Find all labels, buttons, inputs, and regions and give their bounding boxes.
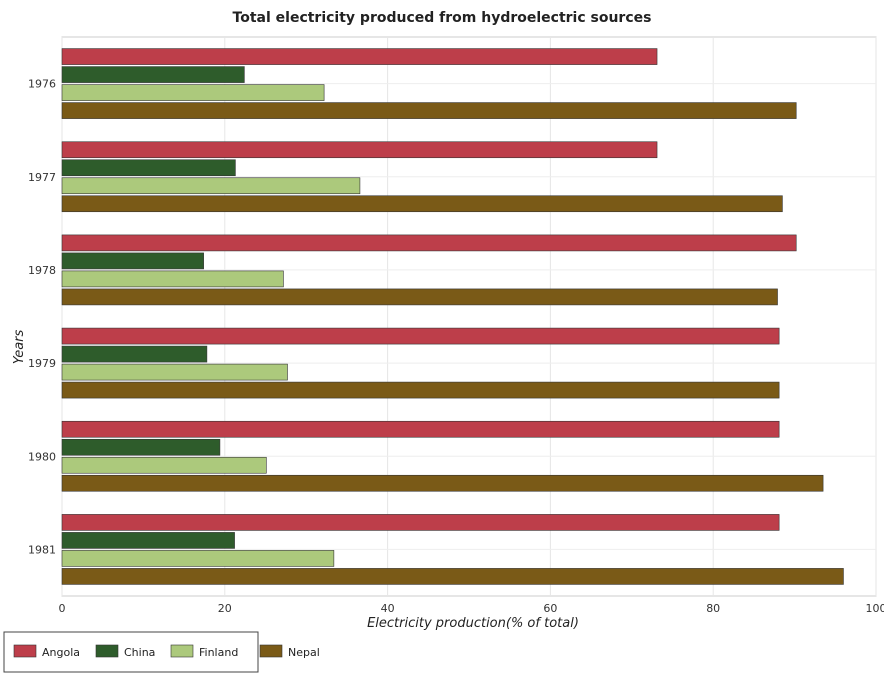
x-axis-title: Electricity production(% of total) bbox=[367, 616, 579, 631]
y-tick-label: 1981 bbox=[28, 543, 56, 556]
x-tick-label: 0 bbox=[59, 602, 66, 615]
bar-angola-1981 bbox=[61, 514, 780, 531]
x-tick-label: 20 bbox=[218, 602, 232, 615]
x-tick-label: 40 bbox=[381, 602, 395, 615]
legend-box bbox=[3, 631, 259, 673]
legend-swatch-finland bbox=[170, 644, 194, 658]
y-tick-label: 1977 bbox=[28, 171, 56, 184]
legend-label-finland: Finland bbox=[199, 646, 238, 659]
bar-china-1976 bbox=[61, 66, 245, 83]
legend-label-nepal: Nepal bbox=[288, 646, 320, 659]
bar-angola-1977 bbox=[61, 141, 658, 159]
bar-china-1981 bbox=[61, 532, 235, 549]
bar-finland-1976 bbox=[61, 84, 325, 101]
bar-angola-1979 bbox=[61, 327, 780, 345]
y-tick-label: 1978 bbox=[28, 264, 56, 277]
legend-label-angola: Angola bbox=[42, 646, 80, 659]
chart-title: Total electricity produced from hydroele… bbox=[232, 10, 652, 26]
x-tick-label: 100 bbox=[866, 602, 884, 615]
bar-angola-1976 bbox=[61, 48, 658, 65]
y-axis-title: Years bbox=[12, 329, 27, 364]
legend-swatch-angola bbox=[13, 644, 37, 658]
bar-finland-1981 bbox=[61, 550, 335, 567]
x-tick-label: 80 bbox=[706, 602, 720, 615]
bar-nepal-1978 bbox=[61, 288, 778, 306]
bar-nepal-1979 bbox=[61, 381, 780, 399]
bar-china-1979 bbox=[61, 345, 208, 363]
y-tick-label: 1976 bbox=[28, 78, 56, 91]
legend: Angola China Finland Nepal bbox=[3, 631, 320, 673]
plot-area: 0 20 40 60 80 100 1976 1977 1978 1979 1980 1981 bbox=[28, 36, 884, 615]
bar-finland-1978 bbox=[61, 270, 284, 288]
bar-china-1977 bbox=[61, 159, 236, 177]
bar-angola-1978 bbox=[61, 234, 797, 252]
legend-swatch-nepal bbox=[259, 644, 283, 658]
bar-nepal-1976 bbox=[61, 102, 797, 119]
bar-china-1980 bbox=[61, 438, 221, 456]
bar-angola-1980 bbox=[61, 420, 780, 438]
legend-label-china: China bbox=[124, 646, 155, 659]
bar-nepal-1981 bbox=[61, 568, 844, 585]
y-tick-label: 1979 bbox=[28, 357, 56, 370]
x-tick-label: 60 bbox=[543, 602, 557, 615]
bar-china-1978 bbox=[61, 252, 204, 270]
bar-nepal-1977 bbox=[61, 195, 783, 213]
bar-finland-1977 bbox=[61, 177, 361, 195]
plot-frame bbox=[61, 36, 877, 597]
y-tick-label: 1980 bbox=[28, 450, 56, 463]
legend-swatch-china bbox=[95, 644, 119, 658]
bar-finland-1980 bbox=[61, 456, 267, 474]
bar-finland-1979 bbox=[61, 363, 288, 381]
bar-nepal-1980 bbox=[61, 474, 824, 492]
